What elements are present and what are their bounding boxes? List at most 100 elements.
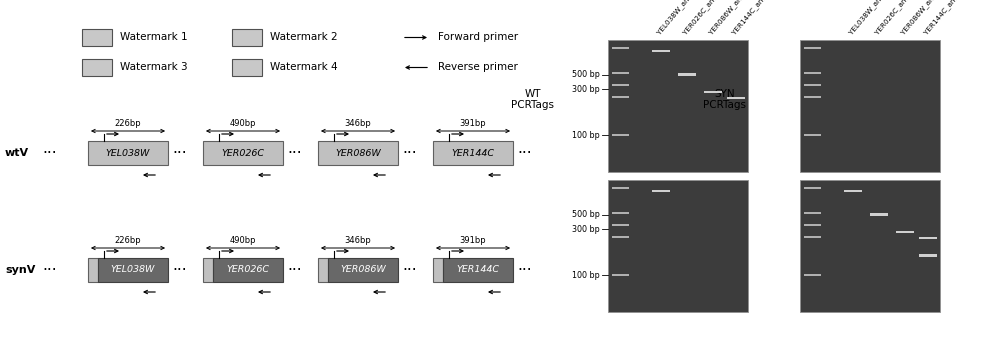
Text: YER086W_amp1: YER086W_amp1 (900, 0, 943, 36)
Bar (328, 258, 398, 282)
Bar (678, 73, 696, 76)
Bar (608, 180, 748, 312)
Bar (612, 72, 629, 74)
Text: 500 bp: 500 bp (572, 210, 600, 219)
Bar (804, 224, 821, 226)
Text: 100 bp: 100 bp (572, 131, 600, 140)
Text: YEL038W_amp1: YEL038W_amp1 (656, 0, 698, 36)
Text: ···: ··· (518, 145, 532, 161)
Text: 490bp: 490bp (230, 236, 256, 245)
Text: ···: ··· (288, 145, 302, 161)
Text: YER026C_amp1: YER026C_amp1 (874, 0, 916, 36)
Bar (98, 258, 168, 282)
Bar (919, 237, 937, 239)
Bar (612, 96, 629, 98)
Bar (919, 255, 937, 257)
Bar (608, 40, 748, 172)
Text: synV: synV (5, 265, 35, 275)
Text: ···: ··· (403, 262, 417, 278)
Bar (727, 97, 745, 99)
Bar (800, 180, 940, 312)
Text: ···: ··· (288, 262, 302, 278)
Text: Reverse primer: Reverse primer (438, 63, 518, 72)
Text: wtV: wtV (5, 148, 29, 158)
Text: ···: ··· (43, 262, 57, 278)
Bar (804, 134, 821, 136)
Bar (804, 96, 821, 98)
Text: 226bp: 226bp (115, 236, 141, 245)
Text: ···: ··· (403, 145, 417, 161)
Text: YER086W_amp1: YER086W_amp1 (708, 0, 751, 36)
Text: YER026C_amp1: YER026C_amp1 (682, 0, 724, 36)
Bar (213, 258, 283, 282)
Bar (318, 258, 328, 282)
Bar (804, 212, 821, 214)
Bar (804, 236, 821, 238)
Text: Watermark 4: Watermark 4 (270, 63, 338, 72)
Bar (203, 141, 283, 165)
Bar (652, 50, 670, 52)
Bar (652, 190, 670, 192)
Bar (844, 190, 862, 192)
Bar (612, 47, 629, 49)
Text: ···: ··· (43, 145, 57, 161)
Text: ···: ··· (173, 145, 187, 161)
Text: YER026C: YER026C (226, 266, 270, 274)
Bar (804, 72, 821, 74)
Text: YER144C: YER144C (456, 266, 499, 274)
Text: 391bp: 391bp (460, 119, 486, 128)
Bar (443, 258, 513, 282)
Bar (870, 213, 888, 216)
Bar (612, 274, 629, 276)
Text: 300 bp: 300 bp (572, 85, 600, 94)
Text: YER086W: YER086W (340, 266, 386, 274)
Text: YER144C_amp2: YER144C_amp2 (731, 0, 773, 36)
Bar (433, 258, 443, 282)
Text: ···: ··· (518, 262, 532, 278)
Bar (318, 141, 398, 165)
Bar (704, 91, 722, 93)
Bar (88, 141, 168, 165)
Bar (612, 236, 629, 238)
Bar (82, 29, 112, 46)
Bar (88, 258, 98, 282)
Text: YEL038W: YEL038W (111, 266, 155, 274)
Bar (612, 84, 629, 86)
Text: ···: ··· (173, 262, 187, 278)
Text: Watermark 2: Watermark 2 (270, 32, 338, 42)
Text: YER026C: YER026C (221, 149, 264, 158)
Bar (612, 134, 629, 136)
Bar (82, 59, 112, 76)
Bar (800, 40, 940, 172)
Bar (612, 212, 629, 214)
Text: 500 bp: 500 bp (572, 70, 600, 79)
Text: Watermark 3: Watermark 3 (120, 63, 188, 72)
Text: YER144C: YER144C (452, 149, 495, 158)
Text: 490bp: 490bp (230, 119, 256, 128)
Bar (232, 59, 262, 76)
Text: 100 bp: 100 bp (572, 271, 600, 280)
Bar (804, 47, 821, 49)
Bar (804, 274, 821, 276)
Text: Watermark 1: Watermark 1 (120, 32, 188, 42)
Text: 346bp: 346bp (345, 236, 371, 245)
Bar (203, 258, 213, 282)
Text: WT
PCRTags: WT PCRTags (512, 89, 554, 110)
Text: YEL038W: YEL038W (106, 149, 150, 158)
Bar (612, 187, 629, 189)
Bar (804, 84, 821, 86)
Bar (232, 29, 262, 46)
Text: YER086W: YER086W (335, 149, 381, 158)
Text: 300 bp: 300 bp (572, 225, 600, 234)
Bar (612, 224, 629, 226)
Text: 226bp: 226bp (115, 119, 141, 128)
Text: 391bp: 391bp (460, 236, 486, 245)
Bar (433, 141, 513, 165)
Text: Forward primer: Forward primer (438, 32, 518, 42)
Bar (804, 187, 821, 189)
Text: 346bp: 346bp (345, 119, 371, 128)
Text: YER144C_amp2: YER144C_amp2 (923, 0, 965, 36)
Bar (896, 231, 914, 233)
Text: YEL038W_amp1: YEL038W_amp1 (848, 0, 890, 36)
Text: SYN
PCRTags: SYN PCRTags (704, 89, 746, 110)
